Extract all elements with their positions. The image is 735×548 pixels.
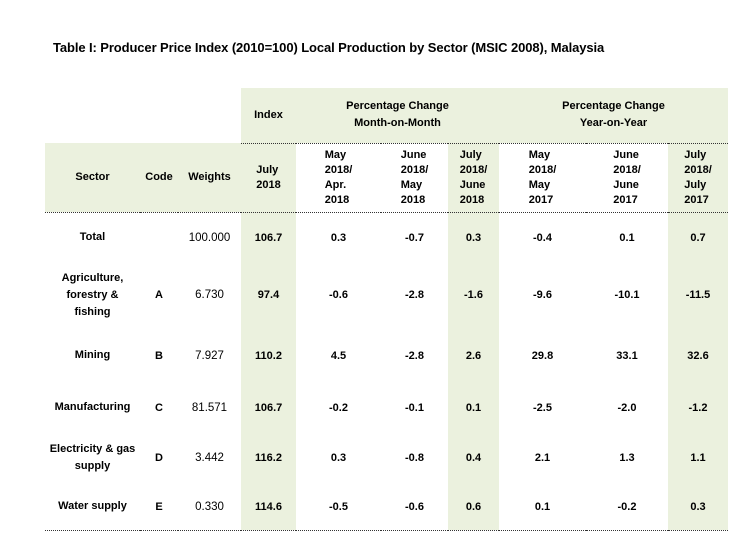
- col-header-yoy-may-2018-may-2017: May 2018/ May 2017: [528, 148, 557, 206]
- cell-code: [140, 212, 178, 263]
- cell-yoy1: -2.5: [533, 401, 552, 414]
- cell-mom2: -0.6: [381, 484, 448, 531]
- cell-mom1: -0.6: [329, 289, 348, 301]
- cell-sector: Manufacturing: [54, 401, 131, 413]
- cell-sector: Water supply: [45, 484, 140, 531]
- cell-mom3: 0.1: [448, 384, 499, 431]
- cell-yoy1: 2.1: [534, 451, 551, 464]
- ppi-table: Index Percentage Change Month-on-Month P…: [45, 88, 728, 531]
- cell-yoy2: 0.1: [619, 231, 635, 244]
- cell-yoy3: 1.1: [668, 431, 728, 484]
- cell-index: 97.4: [241, 263, 296, 327]
- col-header-index-july-2018: July 2018: [256, 163, 281, 191]
- cell-yoy3: -11.5: [668, 263, 728, 327]
- header-spacer: [45, 88, 241, 143]
- table-row-mining: Mining B 7.927 110.2 4.5 -2.8 2.6 29.8 3…: [45, 327, 728, 384]
- header-column-row: Sector Code Weights July 2018 May 2018/ …: [45, 143, 728, 213]
- cell-mom1: 0.3: [330, 451, 347, 464]
- cell-code: B: [155, 349, 163, 362]
- cell-mom3: 0.3: [448, 212, 499, 263]
- col-header-weights: Weights: [178, 143, 241, 213]
- cell-yoy1: 0.1: [499, 484, 586, 531]
- cell-weights: 0.330: [178, 484, 241, 531]
- cell-yoy3: 0.7: [668, 212, 728, 263]
- cell-mom3: 0.6: [448, 484, 499, 531]
- col-header-yoy-july-2018-july-2017: July 2018/ July 2017: [684, 148, 712, 206]
- cell-mom1: 0.3: [330, 231, 347, 244]
- cell-mom1: -0.5: [296, 484, 381, 531]
- cell-mom1: -0.2: [329, 401, 348, 414]
- cell-yoy1: 29.8: [531, 349, 554, 362]
- cell-mom2: -2.8: [405, 349, 424, 362]
- cell-weights: 3.442: [195, 451, 224, 464]
- col-header-sector: Sector: [45, 143, 140, 213]
- col-group-year-on-year: Percentage Change Year-on-Year: [499, 88, 728, 144]
- cell-index: 114.6: [241, 484, 296, 531]
- table-row-manufacturing: Manufacturing C 81.571 106.7 -0.2 -0.1 0…: [45, 384, 728, 431]
- header-group-row: Index Percentage Change Month-on-Month P…: [45, 88, 728, 144]
- cell-yoy3: 0.3: [668, 484, 728, 531]
- cell-mom2: -0.1: [405, 401, 424, 414]
- cell-mom3: 0.4: [448, 431, 499, 484]
- cell-mom2: -0.7: [405, 231, 424, 244]
- cell-index: 106.7: [241, 212, 296, 263]
- cell-weights: 81.571: [191, 401, 228, 414]
- col-header-mom-july-2018-june-2018: July 2018/ June 2018: [459, 148, 488, 206]
- cell-yoy1: -0.4: [533, 231, 552, 244]
- cell-code: C: [155, 401, 163, 414]
- cell-mom2: -2.8: [405, 289, 424, 301]
- cell-yoy2: -2.0: [617, 401, 637, 414]
- cell-mom2: -0.8: [405, 451, 424, 464]
- col-group-month-on-month: Percentage Change Month-on-Month: [296, 88, 499, 144]
- cell-sector: Agriculture, forestry & fishing: [61, 271, 124, 318]
- cell-mom3: 2.6: [448, 327, 499, 384]
- page-title: Table I: Producer Price Index (2010=100)…: [53, 40, 605, 55]
- cell-yoy2: 1.3: [619, 451, 635, 464]
- col-group-index: Index: [241, 88, 296, 144]
- cell-sector: Electricity & gas supply: [49, 442, 136, 472]
- cell-yoy2: -0.2: [586, 484, 668, 531]
- cell-yoy2: 33.1: [616, 349, 638, 362]
- cell-code: E: [140, 484, 178, 531]
- cell-yoy2: -10.1: [614, 289, 640, 301]
- cell-code: A: [155, 289, 163, 301]
- col-header-mom-june-2018-may-2018: June 2018/ May 2018: [400, 148, 429, 206]
- cell-yoy1: -9.6: [533, 289, 552, 301]
- cell-index: 106.7: [241, 384, 296, 431]
- cell-weights: 100.000: [188, 231, 231, 244]
- cell-mom1: 4.5: [330, 349, 347, 362]
- table-row-total: Total 100.000 106.7 0.3 -0.7 0.3 -0.4 0.…: [45, 212, 728, 263]
- cell-weights: 7.927: [195, 349, 224, 362]
- cell-index: 116.2: [241, 431, 296, 484]
- cell-sector: Total: [79, 231, 106, 244]
- table-row-agriculture: Agriculture, forestry & fishing A 6.730 …: [45, 263, 728, 327]
- cell-yoy3: -1.2: [668, 384, 728, 431]
- cell-yoy3: 32.6: [668, 327, 728, 384]
- col-header-yoy-june-2018-june-2017: June 2018/ June 2017: [613, 148, 641, 206]
- cell-weights: 6.730: [195, 289, 224, 301]
- table-row-electricity-gas: Electricity & gas supply D 3.442 116.2 0…: [45, 431, 728, 484]
- col-header-mom-may-2018-apr-2018: May 2018/ Apr. 2018: [324, 148, 353, 206]
- col-header-code: Code: [140, 143, 178, 213]
- cell-mom3: -1.6: [448, 263, 499, 327]
- cell-sector: Mining: [74, 349, 111, 361]
- cell-code: D: [155, 451, 163, 464]
- cell-index: 110.2: [241, 327, 296, 384]
- table-row-water-supply: Water supply E 0.330 114.6 -0.5 -0.6 0.6…: [45, 484, 728, 531]
